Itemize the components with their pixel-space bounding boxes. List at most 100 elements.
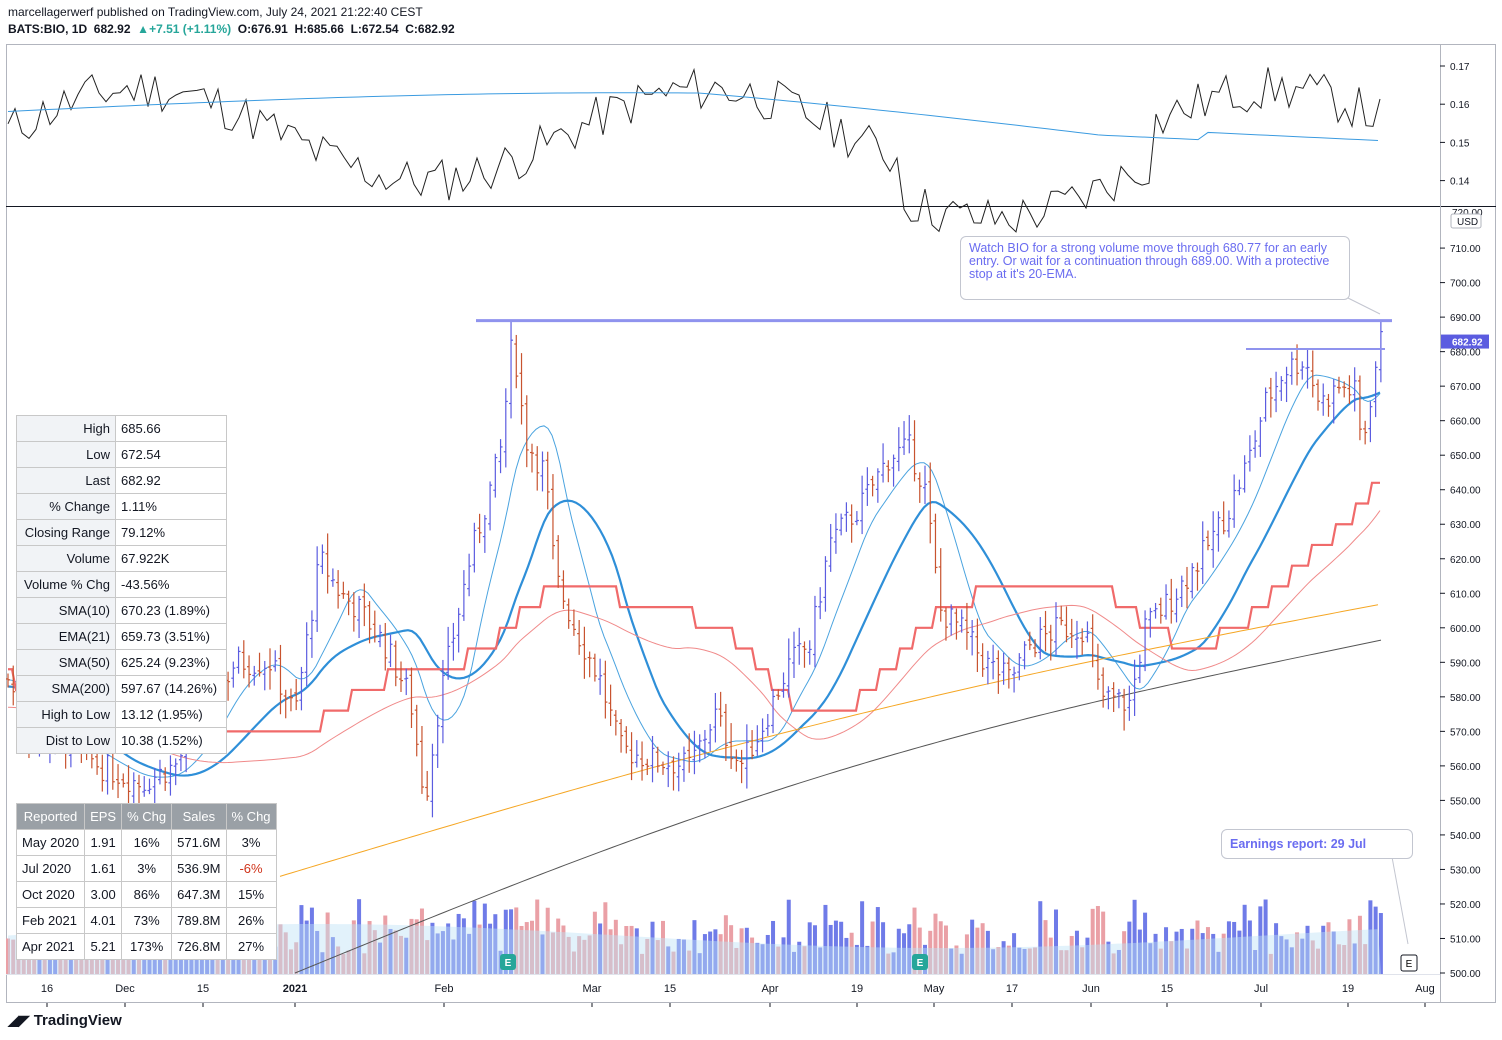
ohlc-bar (262, 660, 267, 691)
volume-bar (1185, 948, 1189, 974)
ohlc-bar (435, 714, 440, 768)
volume-bar (676, 938, 681, 974)
earnings-cell: 3% (225, 829, 277, 856)
ohlc-bar (1347, 375, 1352, 405)
ohlc-bar (650, 735, 655, 783)
ohlc-bar (1284, 366, 1289, 403)
ohlc-bar (550, 474, 555, 560)
volume-bar (1232, 921, 1237, 974)
volume-bar (681, 939, 686, 974)
volume-bar (912, 907, 917, 974)
volume-bar (1085, 937, 1090, 974)
volume-bar (739, 928, 744, 974)
volume-bar (467, 933, 472, 974)
ohlc-bar (157, 759, 162, 785)
volume-bar (320, 952, 325, 974)
earnings-header: EPS (84, 803, 123, 830)
volume-bar (1268, 953, 1273, 974)
ohlc-bar (383, 622, 388, 671)
ohlc-bar (1174, 588, 1179, 623)
ohlc-bar (964, 602, 969, 650)
volume-bar (854, 944, 859, 974)
ohlc-bar (524, 395, 529, 468)
volume-bar (252, 952, 257, 974)
volume-bar (1284, 939, 1289, 974)
volume-bar (828, 924, 833, 974)
ohlc-bar (163, 767, 168, 791)
stats-row: SMA(50) 625.24 (9.23%) (16, 649, 227, 676)
volume-bar (399, 935, 403, 974)
ohlc-bar (1038, 616, 1043, 660)
stats-label: Dist to Low (16, 727, 116, 754)
ohlc-bar (304, 622, 309, 687)
earnings-row: Apr 2021 5.21 173% 726.8M 27% (15, 933, 277, 960)
ohlc-bar (1258, 417, 1263, 457)
volume-bar (1169, 941, 1174, 974)
volume-bar (1368, 900, 1373, 974)
volume-bar (844, 937, 849, 974)
volume-bar (519, 925, 524, 974)
volume-bar (1310, 940, 1315, 974)
price-tick-label: 670.00 (1450, 382, 1481, 393)
ohlc-bar (1001, 652, 1006, 685)
date-tick-label: May (924, 983, 945, 995)
earnings-row: Jul 2020 1.61 3% 536.9M -6% (15, 855, 277, 882)
volume-bar (550, 932, 555, 974)
ohlc-bar (509, 321, 514, 419)
volume-bar (1190, 928, 1195, 974)
ohlc-bar (603, 660, 608, 719)
earnings-note-callout: Earnings report: 29 Jul (1221, 829, 1413, 859)
volume-bar (975, 927, 980, 974)
volume-bar (524, 922, 529, 974)
volume-bar (545, 907, 550, 974)
volume-bar (514, 907, 519, 974)
ohlc-bar (451, 622, 456, 661)
volume-bar (792, 951, 796, 974)
ohlc-bar (1378, 321, 1383, 383)
ohlc-bar (865, 467, 870, 506)
ohlc-bar (571, 609, 576, 636)
earnings-cell: 86% (121, 881, 173, 908)
volume-bar (776, 946, 781, 974)
ohlc-bar (409, 667, 414, 728)
volume-bar (980, 923, 985, 974)
volume-bar (1363, 944, 1368, 974)
earnings-cell: May 2020 (15, 829, 86, 856)
volume-bar (1038, 901, 1043, 974)
volume-bar (860, 901, 865, 974)
ohlc-bar (1321, 383, 1326, 416)
volume-bar (383, 915, 388, 974)
ohlc-bar (823, 556, 828, 612)
date-tick-label: 15 (664, 983, 676, 995)
volume-bar (26, 949, 31, 974)
ohlc-bar (341, 581, 346, 599)
ohlc-bar (781, 672, 786, 698)
stats-value: 659.73 (3.51%) (115, 623, 227, 650)
date-tick-label: Feb (435, 983, 454, 995)
ohlc-bar (1268, 377, 1273, 418)
date-tick-label: Apr (761, 983, 778, 995)
volume-bar (1242, 904, 1247, 974)
ohlc-bar (1048, 624, 1053, 661)
volume-bar (755, 942, 760, 974)
ohlc-bar (273, 650, 278, 672)
volume-bar (540, 934, 545, 974)
earnings-cell: 536.9M (171, 855, 227, 882)
volume-bar (330, 937, 335, 974)
volume-bar (1342, 945, 1347, 974)
price-change: +7.51 (+1.11%) (149, 22, 232, 36)
price-tick-label: 550.00 (1450, 796, 1481, 807)
ohlc-bar (1085, 621, 1090, 643)
earnings-cell: 173% (121, 933, 173, 960)
earnings-cell: 4.01 (84, 907, 123, 934)
date-tick-label: 19 (1342, 983, 1354, 995)
ohlc-bar (231, 661, 236, 688)
earnings-cell: 27% (225, 933, 277, 960)
ohlc-bar (702, 729, 707, 759)
ohlc-bar (729, 723, 734, 769)
ohlc-bar (629, 732, 634, 781)
ohlc-bar (954, 608, 959, 640)
ohlc-bar (723, 703, 728, 761)
volume-bar (760, 944, 765, 974)
ohlc-bar (634, 740, 639, 768)
